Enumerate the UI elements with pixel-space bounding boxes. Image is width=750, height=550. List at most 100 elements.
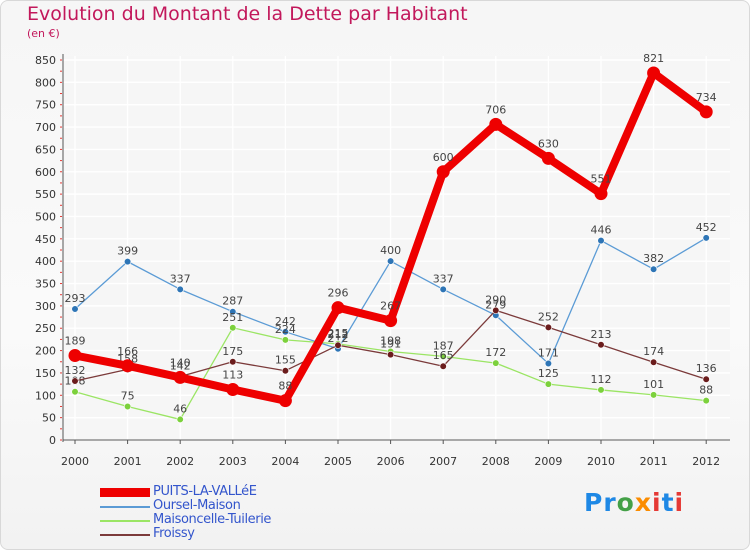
data-label: 337	[433, 272, 454, 285]
data-label: 279	[485, 298, 506, 311]
y-tick-label: 450	[35, 233, 56, 246]
data-point	[702, 397, 710, 405]
data-label: 446	[591, 224, 612, 237]
data-point	[229, 308, 237, 316]
logo-letter: i	[674, 488, 685, 517]
data-label: 400	[380, 244, 401, 257]
data-point	[68, 349, 82, 363]
data-point	[334, 341, 342, 349]
data-label: 142	[170, 360, 191, 373]
data-point	[594, 187, 608, 201]
data-point	[699, 105, 713, 119]
x-tick-label: 2012	[692, 455, 720, 468]
data-label: 290	[485, 293, 506, 306]
x-tick-label: 2004	[271, 455, 299, 468]
data-label: 155	[275, 354, 296, 367]
data-point	[281, 336, 290, 344]
data-point	[281, 328, 290, 336]
data-point	[71, 305, 79, 313]
data-point	[121, 359, 135, 373]
data-point	[544, 380, 553, 388]
data-label: 136	[696, 362, 717, 375]
y-tick-label: 100	[35, 389, 56, 402]
data-label: 165	[433, 349, 454, 362]
chart-unit: (en €)	[27, 27, 60, 40]
data-label: 191	[380, 338, 401, 351]
data-point	[647, 66, 661, 80]
data-point	[176, 415, 184, 424]
data-label: 382	[643, 252, 664, 265]
series-0: 293 399 337 287 242 212 400 337 279 171 446 382 452	[65, 221, 717, 368]
data-label: 172	[485, 346, 506, 359]
data-label: 296	[328, 287, 349, 300]
data-label: 252	[538, 310, 559, 323]
data-point	[489, 117, 503, 131]
data-label: 171	[538, 347, 559, 360]
proxiti-logo: Proxiti	[584, 488, 684, 517]
data-point	[544, 323, 553, 331]
data-point	[436, 165, 450, 179]
y-tick-label: 300	[35, 300, 56, 313]
x-tick-label: 2007	[429, 455, 457, 468]
data-point	[649, 358, 658, 366]
data-label: 293	[65, 292, 86, 305]
data-label: 734	[696, 91, 717, 104]
legend-swatch	[100, 520, 150, 522]
y-tick-label: 400	[35, 255, 56, 268]
x-tick-label: 2010	[587, 455, 615, 468]
data-label: 88	[699, 384, 713, 397]
data-label: 630	[538, 137, 559, 150]
legend-label: PUITS-LA-VALLéE	[153, 484, 257, 499]
data-point	[541, 151, 555, 165]
data-label: 75	[121, 389, 135, 402]
data-point	[173, 370, 187, 384]
data-label: 215	[328, 327, 349, 340]
data-point	[597, 386, 605, 394]
x-tick-label: 2001	[114, 455, 142, 468]
legend-label: Oursel-Maison	[153, 498, 241, 513]
y-tick-label: 0	[49, 434, 56, 447]
data-point	[439, 362, 447, 370]
x-tick-label: 2006	[377, 455, 405, 468]
data-point	[71, 377, 79, 385]
data-label: 251	[222, 311, 243, 324]
y-tick-label: 800	[35, 76, 56, 89]
data-point	[597, 341, 605, 349]
data-label: 267	[380, 300, 401, 313]
data-label: 112	[591, 373, 612, 386]
legend-swatch	[100, 506, 150, 508]
data-point	[544, 359, 553, 368]
data-point	[229, 324, 237, 332]
logo-letter: i	[652, 488, 662, 517]
data-point	[229, 358, 237, 366]
data-label: 224	[275, 323, 296, 336]
data-label: 213	[591, 328, 612, 341]
data-point	[176, 285, 184, 293]
series-3: 189 166 140 113 88 296 267 600 706 630 551 821 734	[65, 52, 717, 408]
data-label: 212	[328, 332, 349, 345]
y-tick-label: 650	[35, 143, 56, 156]
data-point	[387, 351, 395, 359]
legend-swatch	[100, 534, 150, 536]
legend-label: Froissy	[153, 526, 195, 541]
data-label: 125	[538, 367, 559, 380]
x-tick-label: 2008	[482, 455, 510, 468]
data-label: 242	[275, 315, 296, 328]
data-point	[226, 382, 240, 396]
y-tick-label: 700	[35, 121, 56, 134]
data-point	[331, 301, 345, 315]
data-point	[384, 314, 398, 328]
data-label: 212	[328, 328, 349, 341]
x-tick-label: 2002	[166, 455, 194, 468]
data-label: 132	[65, 364, 86, 377]
data-label: 88	[278, 380, 292, 393]
data-point	[123, 402, 132, 411]
data-point	[649, 391, 658, 399]
data-label: 399	[117, 245, 138, 258]
data-point	[492, 359, 500, 367]
data-point	[702, 375, 710, 383]
y-tick-label: 250	[35, 322, 56, 335]
x-tick-label: 2009	[534, 455, 562, 468]
data-label: 706	[485, 103, 506, 116]
